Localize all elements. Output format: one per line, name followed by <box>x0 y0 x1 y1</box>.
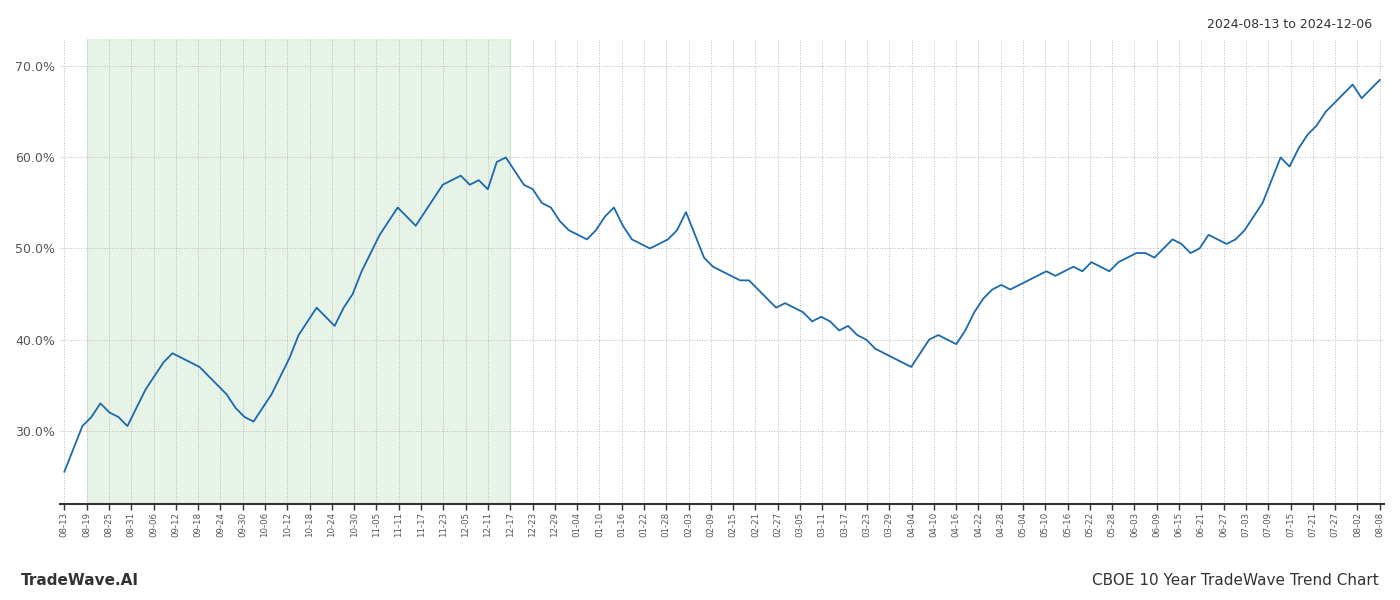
Text: CBOE 10 Year TradeWave Trend Chart: CBOE 10 Year TradeWave Trend Chart <box>1092 573 1379 588</box>
Text: TradeWave.AI: TradeWave.AI <box>21 573 139 588</box>
Bar <box>87 39 510 503</box>
Text: 2024-08-13 to 2024-12-06: 2024-08-13 to 2024-12-06 <box>1207 18 1372 31</box>
